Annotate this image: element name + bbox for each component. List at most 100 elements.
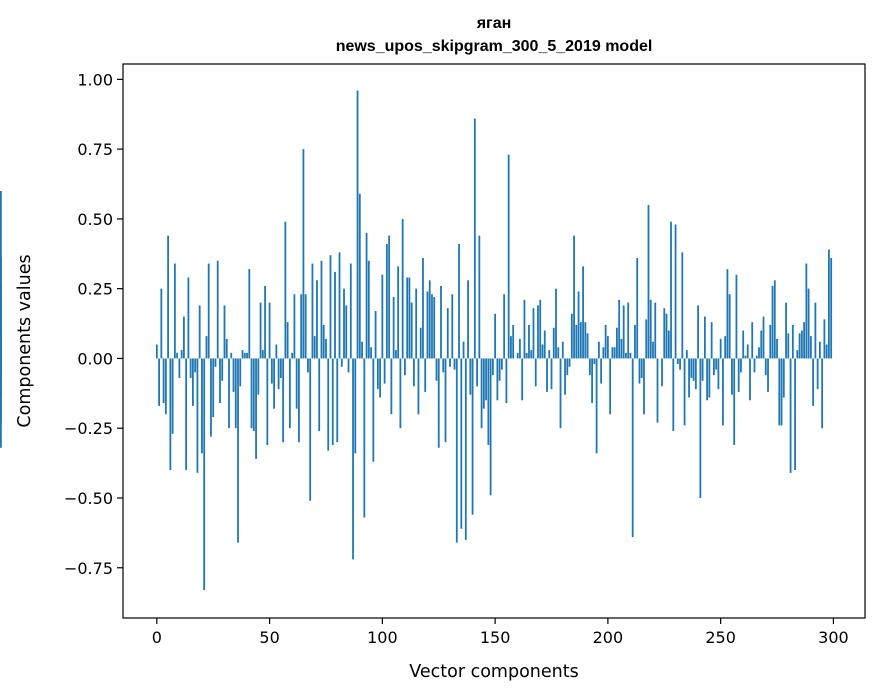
bar xyxy=(311,263,314,359)
x-tick-label: 200 xyxy=(593,628,624,647)
bar xyxy=(158,358,160,406)
bar xyxy=(764,358,767,376)
bar xyxy=(203,358,206,591)
bar xyxy=(591,358,593,404)
bar xyxy=(424,358,427,392)
bar xyxy=(442,358,445,373)
bar xyxy=(286,322,289,359)
bar xyxy=(302,149,305,359)
bar xyxy=(652,341,654,359)
bar xyxy=(358,193,361,359)
y-axis-ticks: −0.75 −0.50 −0.25 0.00 0.25 0.50 0.75 1.00 xyxy=(64,70,123,578)
bar xyxy=(160,288,163,359)
bar xyxy=(510,336,512,359)
bar xyxy=(394,350,397,359)
bar xyxy=(674,224,677,359)
bar xyxy=(816,358,819,390)
bar xyxy=(162,358,165,404)
bar xyxy=(746,344,749,359)
bar xyxy=(453,358,456,370)
bar xyxy=(471,358,474,515)
bar xyxy=(178,358,181,378)
bar xyxy=(273,358,275,409)
bar xyxy=(577,291,580,359)
y-tick-label: −0.50 xyxy=(64,489,113,508)
bar xyxy=(284,221,287,359)
bar xyxy=(830,257,833,359)
bar xyxy=(293,294,296,359)
bar xyxy=(735,274,738,359)
bar xyxy=(796,350,799,359)
bar xyxy=(654,302,657,359)
bar xyxy=(381,274,384,359)
bar xyxy=(552,327,555,359)
bar xyxy=(823,319,826,359)
bar xyxy=(825,344,828,359)
bar xyxy=(566,358,569,376)
bar xyxy=(0,358,2,376)
bar xyxy=(275,344,278,359)
bar xyxy=(769,324,772,359)
plot-area-frame xyxy=(122,63,866,619)
bar xyxy=(647,204,650,359)
bar xyxy=(455,358,458,543)
bar xyxy=(516,352,519,359)
bar xyxy=(568,358,571,367)
bar xyxy=(625,352,627,359)
bar xyxy=(185,358,188,471)
bar xyxy=(257,358,260,395)
bar xyxy=(559,358,562,429)
bar xyxy=(426,291,429,359)
bar xyxy=(821,358,824,429)
bar xyxy=(230,352,233,359)
bar xyxy=(460,358,463,529)
bar xyxy=(194,358,197,373)
bar xyxy=(805,263,808,359)
bar xyxy=(322,324,325,359)
bar xyxy=(505,358,508,404)
bar xyxy=(676,358,679,365)
bar xyxy=(458,244,460,359)
bar xyxy=(327,358,330,451)
y-tick-label: 0.75 xyxy=(77,140,113,159)
bar xyxy=(446,308,449,359)
bar xyxy=(334,271,336,359)
bar xyxy=(476,358,478,387)
bar xyxy=(663,308,666,359)
bar xyxy=(338,252,341,359)
bar xyxy=(464,358,467,540)
bar xyxy=(356,90,359,359)
bar xyxy=(352,358,354,560)
bar xyxy=(408,277,411,359)
bar xyxy=(672,358,675,431)
bar xyxy=(722,358,724,426)
bar xyxy=(584,322,587,359)
bar xyxy=(388,235,391,359)
bar xyxy=(557,347,560,359)
bar xyxy=(606,336,609,359)
bar xyxy=(422,257,424,359)
bar xyxy=(602,347,605,359)
y-tick-label: 0.50 xyxy=(77,210,113,229)
bar xyxy=(706,358,709,401)
bar xyxy=(435,358,438,381)
bar xyxy=(507,154,510,359)
bar xyxy=(586,333,589,359)
bar xyxy=(288,358,291,429)
bar xyxy=(491,358,494,376)
bar xyxy=(595,358,598,454)
bar xyxy=(354,358,357,454)
bar xyxy=(688,358,690,398)
bar xyxy=(225,338,228,359)
bar xyxy=(525,352,528,359)
bar xyxy=(712,358,715,376)
x-tick-label: 300 xyxy=(818,628,849,647)
bar xyxy=(246,352,248,359)
bar xyxy=(413,358,415,387)
bar xyxy=(494,313,497,359)
bar xyxy=(539,299,542,359)
bar xyxy=(665,313,668,359)
bar xyxy=(521,358,524,401)
bar xyxy=(343,288,345,359)
bar xyxy=(692,358,695,381)
